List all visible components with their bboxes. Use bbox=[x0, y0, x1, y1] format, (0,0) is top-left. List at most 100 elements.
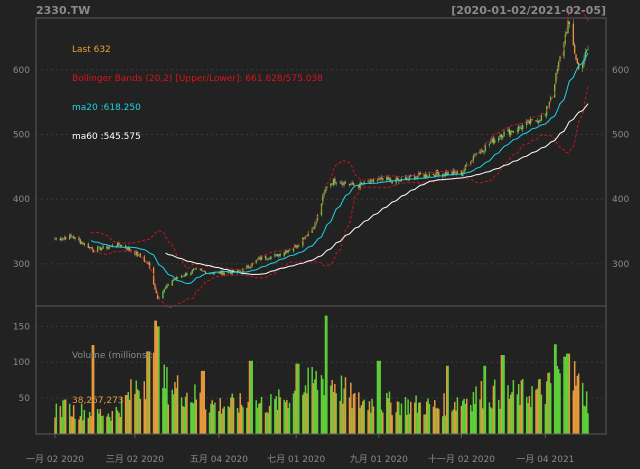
volume-bar bbox=[136, 389, 139, 434]
candle-body bbox=[274, 254, 276, 257]
volume-bar bbox=[568, 353, 571, 434]
candle-body bbox=[466, 164, 468, 166]
candle-body bbox=[566, 31, 568, 34]
candle-body bbox=[175, 276, 177, 280]
volume-bar bbox=[287, 408, 289, 434]
volume-bar bbox=[311, 366, 313, 434]
candle-body bbox=[190, 272, 192, 276]
candle-body bbox=[432, 173, 435, 176]
candle-body bbox=[518, 126, 520, 132]
volume-bar bbox=[260, 396, 263, 434]
volume-bar bbox=[536, 388, 539, 434]
date-tick-label: 十一月 02 2020 bbox=[428, 453, 495, 465]
candle-body bbox=[74, 237, 76, 239]
candle-body bbox=[438, 172, 440, 177]
volume-bar bbox=[531, 386, 533, 434]
date-tick-label: 一月 02 2020 bbox=[26, 454, 84, 465]
date-tick-label: 九月 01 2020 bbox=[350, 454, 408, 465]
price-tick-right: 300 bbox=[612, 260, 629, 270]
candle-body bbox=[378, 178, 380, 180]
volume-bar bbox=[493, 379, 496, 434]
candle-body bbox=[326, 186, 328, 189]
candle-body bbox=[343, 181, 345, 185]
candle-body bbox=[232, 269, 235, 273]
candle-body bbox=[574, 44, 576, 54]
volume-bar bbox=[489, 407, 492, 434]
candle-body bbox=[500, 134, 503, 138]
candle-body bbox=[200, 269, 203, 271]
volume-bar bbox=[354, 393, 356, 434]
candle-body bbox=[314, 223, 316, 229]
volume-bar bbox=[298, 363, 300, 434]
candle-body bbox=[63, 237, 65, 239]
volume-bar bbox=[379, 360, 381, 434]
volume-bar bbox=[230, 397, 232, 434]
candle-body bbox=[191, 269, 193, 274]
candle-body bbox=[155, 288, 157, 293]
candle-body bbox=[576, 58, 578, 64]
candle-body bbox=[358, 185, 360, 188]
candle-body bbox=[423, 174, 425, 178]
volume-bar bbox=[395, 412, 397, 434]
candle-body bbox=[334, 178, 336, 184]
candle-body bbox=[108, 246, 111, 248]
candle-body bbox=[544, 114, 547, 116]
volume-bar bbox=[334, 383, 336, 434]
candle-body bbox=[452, 170, 455, 175]
legend-ma60: ma60 :545.575 bbox=[72, 132, 141, 142]
candle-body bbox=[379, 178, 381, 180]
candle-body bbox=[236, 270, 239, 273]
volume-bar bbox=[278, 389, 280, 434]
candle-body bbox=[116, 242, 119, 247]
candle-body bbox=[65, 237, 67, 240]
volume-bar bbox=[488, 402, 491, 434]
volume-bar bbox=[246, 407, 248, 434]
candle-body bbox=[363, 181, 365, 185]
volume-bar bbox=[399, 415, 401, 434]
volume-bar bbox=[164, 388, 167, 434]
volume-bar bbox=[483, 365, 485, 434]
volume-bar bbox=[62, 400, 64, 434]
volume-bar bbox=[583, 405, 585, 434]
candle-body bbox=[323, 192, 325, 196]
candle-body bbox=[239, 271, 241, 272]
date-tick-label: 三月 02 2020 bbox=[106, 454, 164, 465]
volume-bar bbox=[156, 326, 159, 434]
volume-bar bbox=[192, 403, 195, 434]
volume-bar bbox=[324, 315, 327, 434]
candle-body bbox=[87, 243, 89, 249]
volume-bar bbox=[350, 382, 352, 434]
volume-bar bbox=[555, 344, 557, 434]
candle-body bbox=[427, 176, 429, 178]
volume-bar bbox=[351, 408, 353, 434]
volume-bar bbox=[517, 384, 520, 434]
candle-body bbox=[242, 268, 244, 273]
candle-body bbox=[414, 176, 416, 180]
volume-bar bbox=[447, 365, 449, 434]
volume-bar bbox=[283, 399, 285, 434]
candle-body bbox=[306, 235, 308, 237]
volume-bar bbox=[372, 406, 375, 434]
candle-body bbox=[396, 177, 399, 181]
candle-body bbox=[183, 275, 185, 277]
candle-body bbox=[275, 253, 277, 255]
volume-bar bbox=[302, 394, 304, 434]
volume-bar bbox=[382, 412, 384, 434]
candle-body bbox=[426, 174, 428, 177]
candle-body bbox=[172, 279, 175, 281]
candle-body bbox=[255, 260, 257, 263]
volume-bar bbox=[320, 375, 323, 434]
candle-body bbox=[260, 256, 263, 260]
volume-bar bbox=[529, 407, 532, 434]
candle-body bbox=[59, 238, 61, 240]
candle-body bbox=[376, 180, 379, 182]
candle-body bbox=[266, 258, 268, 260]
bollinger-upper-line bbox=[90, 6, 589, 271]
volume-bar bbox=[296, 363, 299, 434]
candle-body bbox=[472, 155, 475, 161]
volume-bar bbox=[316, 389, 319, 434]
candle-body bbox=[391, 181, 393, 184]
volume-bar bbox=[270, 394, 272, 434]
volume-bar bbox=[380, 409, 383, 434]
candle-body bbox=[368, 182, 371, 184]
